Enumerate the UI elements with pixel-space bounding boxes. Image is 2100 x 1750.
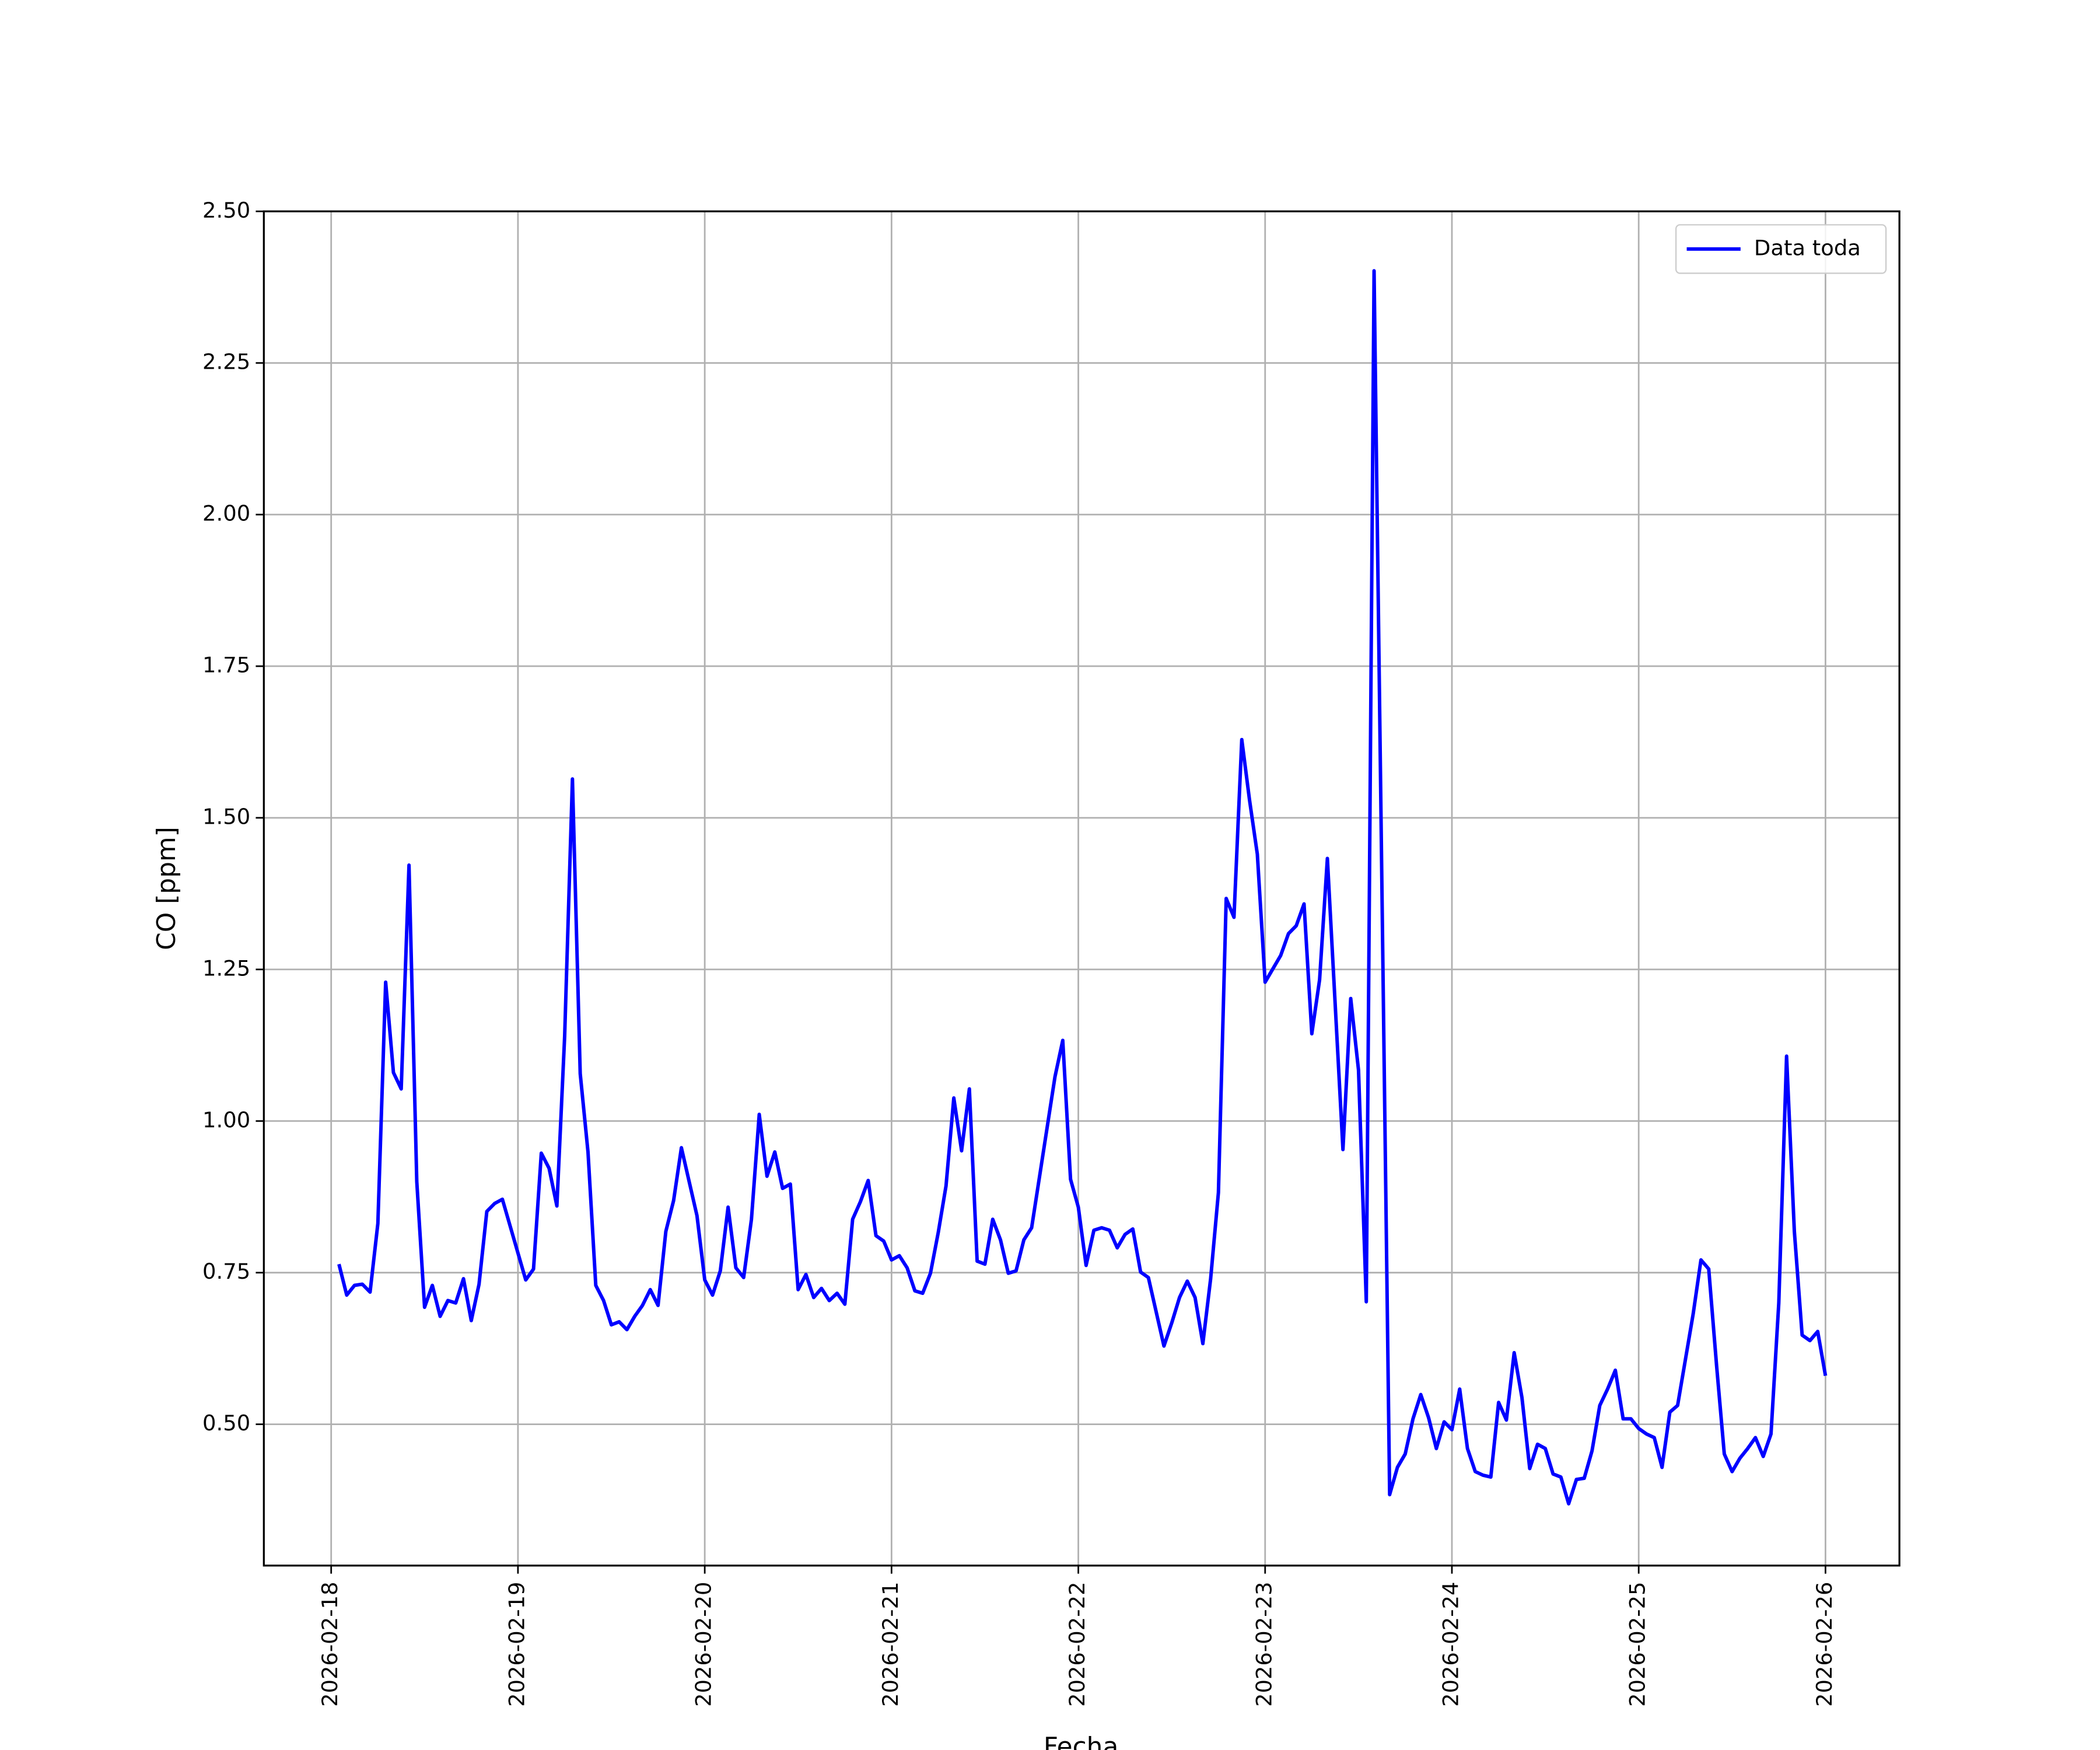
legend: Data toda xyxy=(1675,224,1887,274)
y-tick-label: 2.00 xyxy=(202,501,250,526)
legend-label: Data toda xyxy=(1754,235,1861,260)
x-tick-label: 2026-02-21 xyxy=(878,1582,903,1707)
data-line xyxy=(337,269,1828,1506)
x-tick-label: 2026-02-23 xyxy=(1251,1582,1276,1707)
x-tick-label: 2026-02-26 xyxy=(1812,1582,1837,1707)
y-tick-label: 0.50 xyxy=(202,1410,250,1436)
legend-box xyxy=(1675,224,1887,274)
x-tick-label: 2026-02-20 xyxy=(691,1582,716,1707)
x-tick-label: 2026-02-18 xyxy=(317,1582,342,1707)
y-tick-label: 2.50 xyxy=(202,198,250,223)
y-tick-label: 1.25 xyxy=(202,956,250,981)
y-tick-label: 1.50 xyxy=(202,804,250,829)
x-tick-label: 2026-02-19 xyxy=(504,1582,529,1707)
y-tick-label: 0.75 xyxy=(202,1259,250,1284)
plot-frame xyxy=(262,210,1901,1567)
x-tick-label: 2026-02-22 xyxy=(1065,1582,1090,1707)
x-tick-label: 2026-02-25 xyxy=(1625,1582,1650,1707)
x-axis-label: Fecha xyxy=(1044,1732,1119,1750)
y-tick-label: 1.00 xyxy=(202,1107,250,1132)
y-tick-label: 2.25 xyxy=(202,349,250,374)
y-axis-label: CO [ppm] xyxy=(152,827,181,950)
y-tick-label: 1.75 xyxy=(202,653,250,678)
x-tick-label: 2026-02-24 xyxy=(1438,1582,1463,1707)
